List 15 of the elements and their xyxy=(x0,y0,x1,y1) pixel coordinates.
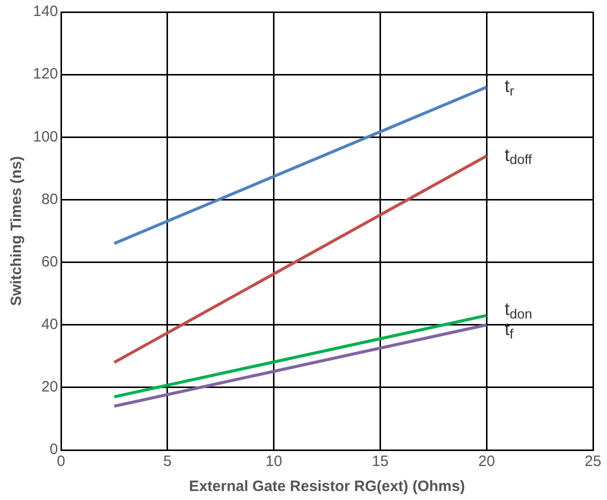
y-tick-label: 140 xyxy=(32,3,58,20)
x-axis-title: External Gate Resistor RG(ext) (Ohms) xyxy=(189,478,465,496)
y-tick-label: 100 xyxy=(32,128,58,146)
y-tick-label: 0 xyxy=(50,441,58,458)
x-tick-label: 20 xyxy=(478,453,495,470)
x-tick-label: 5 xyxy=(163,453,172,470)
y-tick-label: 20 xyxy=(41,378,58,396)
y-tick-label: 60 xyxy=(41,253,58,270)
x-tick-label: 15 xyxy=(372,453,389,470)
x-tick-label: 25 xyxy=(584,453,602,470)
y-tick-label: 120 xyxy=(32,66,58,83)
y-tick-label: 40 xyxy=(41,316,58,333)
x-tick-label: 10 xyxy=(265,453,282,470)
y-tick-label: 80 xyxy=(41,190,58,208)
y-axis-title: Switching Times (ns) xyxy=(8,156,26,306)
